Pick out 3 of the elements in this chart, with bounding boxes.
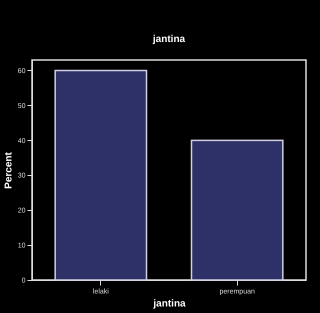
x-axis-title: jantina: [152, 298, 186, 310]
y-axis-title: Percent: [4, 151, 15, 189]
chart-title: jantina: [152, 34, 186, 45]
